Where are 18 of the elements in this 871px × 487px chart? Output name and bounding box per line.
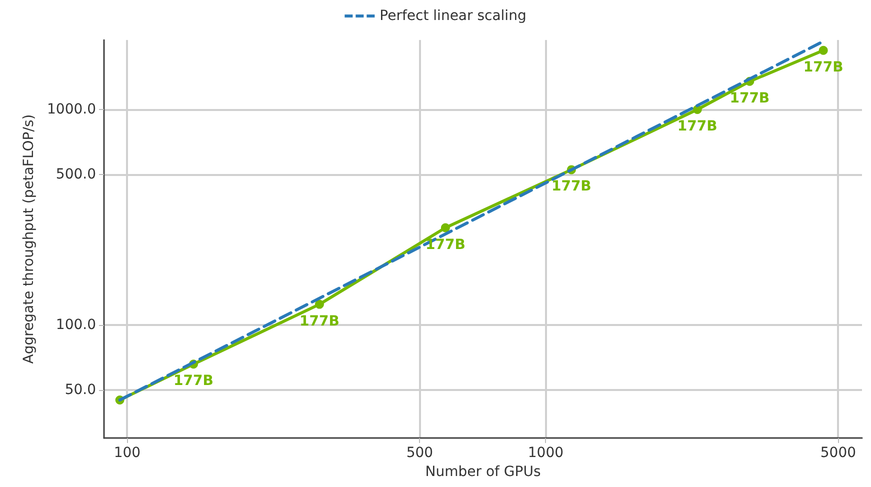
annotation: 177B <box>677 118 718 135</box>
y-tick-label: 1000.0 <box>47 102 96 118</box>
annotation: 177B <box>425 236 466 253</box>
x-tick-label: 1000 <box>528 445 564 461</box>
x-axis-title: Number of GPUs <box>425 464 541 480</box>
x-tick-label: 100 <box>114 445 141 461</box>
y-tick-label: 500.0 <box>56 166 96 182</box>
legend-label: Perfect linear scaling <box>380 8 526 24</box>
y-tick-label: 50.0 <box>64 382 96 398</box>
annotation: 177B <box>803 59 844 76</box>
annotation: 177B <box>730 90 770 106</box>
x-tick-label: 500 <box>406 445 434 461</box>
annotation: 177B <box>174 373 214 390</box>
y-tick-label: 100.0 <box>56 317 96 334</box>
annotation: 177B <box>300 313 340 330</box>
annotation: 177B <box>551 178 592 195</box>
x-tick-label: 5000 <box>820 445 856 461</box>
y-axis-title: Aggregate throughput (petaFLOP/s) <box>21 114 38 364</box>
